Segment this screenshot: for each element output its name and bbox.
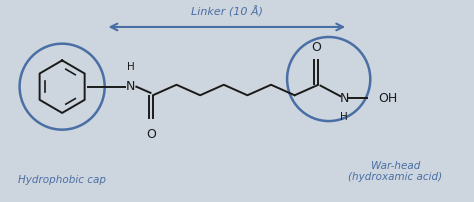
Text: Linker (10 Å): Linker (10 Å): [191, 6, 263, 17]
Text: O: O: [311, 41, 321, 54]
Text: OH: OH: [378, 92, 398, 105]
Text: O: O: [146, 128, 156, 141]
Text: H: H: [127, 62, 135, 72]
Text: N: N: [126, 80, 136, 93]
Text: H: H: [340, 113, 348, 122]
Text: Hydrophobic cap: Hydrophobic cap: [18, 175, 106, 185]
Text: N: N: [339, 92, 349, 105]
Text: War-head
(hydroxamic acid): War-head (hydroxamic acid): [348, 161, 442, 182]
